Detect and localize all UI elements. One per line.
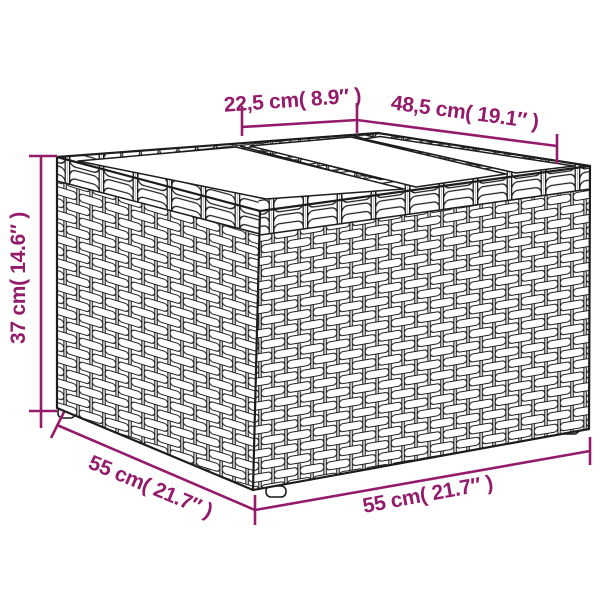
dimension-top-right-segment: [356, 118, 559, 164]
table-illustration: [55, 131, 592, 498]
dimension-width: [254, 437, 592, 512]
dimension-line: [56, 423, 256, 512]
dimension-annotations: [29, 103, 592, 525]
dimension-line: [356, 118, 558, 148]
table-outlines: [55, 131, 592, 492]
rim-band-right: [260, 166, 590, 235]
glass-panel-middle: [249, 136, 507, 188]
glass-panel-right: [363, 135, 575, 174]
rim-band-left: [57, 157, 260, 234]
label-height: 37 cm( 14.6″ ): [7, 212, 30, 344]
dimension-line: [241, 118, 358, 129]
glass-panel-left: [77, 146, 405, 200]
label-top-left-segment: 22,5 cm( 8.9″ ): [223, 84, 362, 117]
dimension-line: [254, 449, 591, 512]
wicker-face-left: [57, 157, 260, 490]
dimension-top-left-segment: [240, 103, 359, 136]
dimension-height: [29, 154, 57, 428]
wicker-face-right: [253, 166, 590, 490]
tick: [49, 411, 66, 439]
